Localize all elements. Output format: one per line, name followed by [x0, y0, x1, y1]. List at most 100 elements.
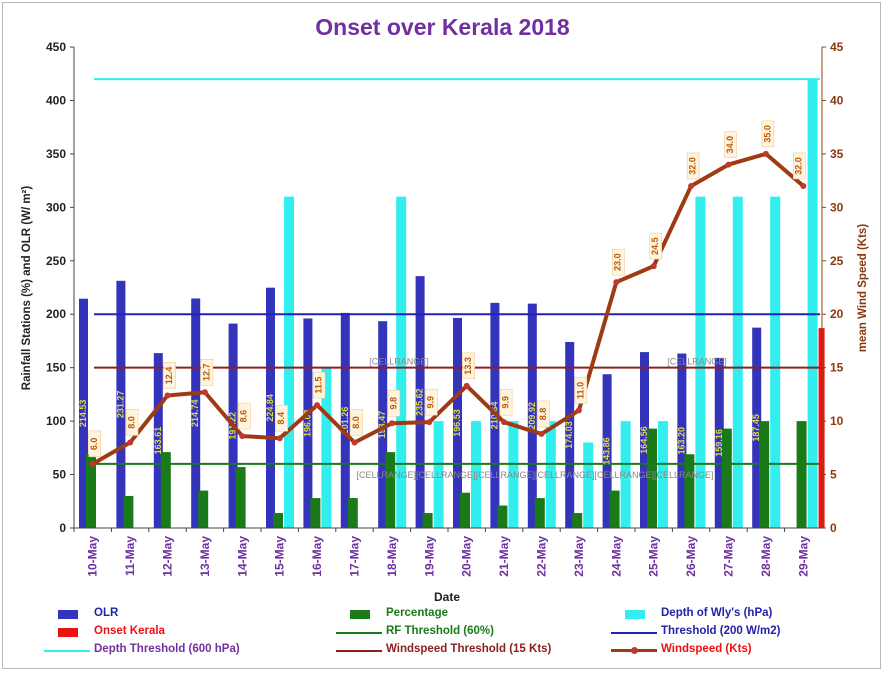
- percentage-bar: [86, 454, 96, 528]
- windspeed-point: [688, 182, 695, 189]
- olr-bar: [677, 353, 687, 528]
- depth-bar: [807, 79, 818, 529]
- windspeed-point: [538, 430, 545, 437]
- y-tick-label: 250: [46, 254, 66, 268]
- y2-tick-label: 45: [830, 40, 844, 54]
- olr-data-label: 193.47: [377, 411, 387, 439]
- windspeed-point: [800, 182, 807, 189]
- windspeed-point: [388, 420, 395, 427]
- y-tick-label: 350: [46, 147, 66, 161]
- windspeed-label-box: [238, 402, 251, 430]
- windspeed-label-box: [686, 152, 700, 180]
- olr-data-label: 164.56: [639, 426, 649, 454]
- olr-data-label: 214.53: [78, 400, 88, 428]
- depth-bar: [583, 442, 594, 528]
- olr-data-label: 174.03: [564, 421, 574, 449]
- olr-data-label: 201.26: [340, 407, 350, 435]
- olr-data-label: 163.61: [153, 427, 163, 455]
- x-tick-label: 14-May: [235, 536, 249, 577]
- windspeed-point: [276, 435, 283, 442]
- y2-axis-label: mean Wind Speed (Kts): [857, 224, 869, 352]
- olr-bar: [153, 353, 163, 528]
- x-tick-label: 20-May: [460, 536, 474, 577]
- x-tick-label: 19-May: [422, 536, 436, 577]
- windspeed-label-box: [761, 120, 775, 148]
- windspeed-data-label: 32.0: [794, 157, 804, 175]
- olr-data-label: 235.62: [415, 388, 425, 416]
- depth-bar: [508, 421, 519, 528]
- olr-bar: [266, 287, 275, 528]
- depth-bar: [695, 196, 706, 528]
- chart-title: Onset over Kerala 2018: [315, 14, 570, 40]
- windspeed-label-box: [612, 248, 625, 276]
- olr-bar: [714, 357, 724, 528]
- windspeed-point: [426, 419, 433, 426]
- olr-bar: [340, 312, 350, 528]
- y-tick-label: 450: [46, 40, 66, 54]
- olr-data-label: 231.27: [115, 391, 125, 419]
- y2-tick-label: 40: [830, 93, 844, 107]
- y-tick-label: 50: [53, 468, 67, 482]
- olr-data-label: 196.53: [452, 409, 462, 437]
- percentage-bar: [721, 428, 732, 528]
- olr-bar: [527, 303, 537, 528]
- x-tick-label: 27-May: [722, 536, 736, 577]
- windspeed-label-box: [574, 377, 588, 404]
- windspeed-label-box: [387, 389, 401, 417]
- percentage-bar: [759, 421, 770, 528]
- windspeed-data-label: 32.0: [687, 157, 697, 175]
- windspeed-label-box: [425, 388, 438, 416]
- y-tick-label: 150: [46, 361, 66, 375]
- windspeed-data-label: 11.0: [575, 382, 585, 399]
- windspeed-data-label: 23.0: [613, 253, 623, 271]
- olr-data-label: 196.03: [302, 409, 312, 437]
- olr-bar: [640, 352, 649, 528]
- y2-tick-label: 10: [830, 414, 844, 428]
- percentage-bar: [422, 513, 433, 528]
- olr-bar: [602, 374, 612, 528]
- y2-tick-label: 5: [830, 468, 837, 482]
- x-tick-label: 13-May: [198, 536, 212, 577]
- x-tick-label: 17-May: [348, 536, 362, 577]
- olr-bar: [191, 298, 201, 528]
- depth-bar: [396, 196, 407, 528]
- percentage-bar: [198, 490, 209, 528]
- percentage-bar: [235, 467, 246, 528]
- windspeed-data-label: 8.6: [239, 410, 249, 423]
- windspeed-label-box: [499, 388, 513, 416]
- y2-tick-label: 35: [830, 147, 844, 161]
- x-tick-label: 12-May: [161, 536, 175, 577]
- annotation-label: [CELLRANGE]: [369, 357, 429, 367]
- windspeed-label-box: [793, 152, 806, 180]
- windspeed-point: [351, 439, 358, 446]
- olr-bar: [415, 276, 425, 528]
- windspeed-data-label: 24.5: [650, 237, 660, 255]
- windspeed-data-label: 9.8: [388, 397, 398, 410]
- x-tick-label: 23-May: [572, 536, 586, 577]
- olr-bar: [79, 298, 88, 528]
- depth-bar: [321, 367, 332, 528]
- windspeed-point: [613, 279, 620, 286]
- x-tick-label: 24-May: [609, 536, 623, 577]
- x-tick-label: 21-May: [497, 536, 511, 577]
- depth-bar: [658, 421, 668, 528]
- percentage-bar: [385, 452, 396, 528]
- annotation-label: [CELLRANGE]: [667, 357, 727, 367]
- annotation-label: [CELLRANGE][CELLRANGE][CELLRANGE][CELLRA…: [356, 470, 713, 480]
- windspeed-point: [239, 433, 246, 440]
- olr-bar: [752, 327, 762, 528]
- olr-bar: [565, 341, 575, 528]
- windspeed-label-box: [125, 409, 139, 436]
- olr-data-label: 163.20: [676, 427, 686, 455]
- percentage-bar: [609, 490, 620, 528]
- x-tick-label: 22-May: [535, 536, 549, 577]
- depth-bar: [284, 196, 294, 528]
- olr-data-label: 209.92: [527, 402, 537, 430]
- windspeed-data-label: 35.0: [762, 125, 772, 143]
- windspeed-label-box: [350, 409, 363, 436]
- windspeed-label-box: [275, 404, 288, 432]
- x-axis-label: Date: [434, 590, 460, 604]
- windspeed-label-box: [163, 362, 176, 389]
- y-axis-label: Rainfall Stations (%) and OLR (W/ m²): [21, 186, 33, 391]
